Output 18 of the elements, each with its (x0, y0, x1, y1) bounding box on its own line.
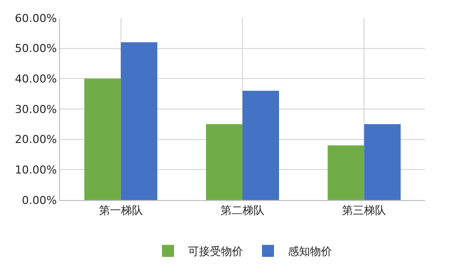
bar (364, 124, 401, 200)
y-tick-label: 0.00% (22, 194, 57, 207)
y-tick-label: 10.00% (14, 164, 57, 177)
legend-label: 感知物价 (288, 245, 332, 258)
y-tick-label: 50.00% (14, 42, 57, 56)
bar (242, 90, 279, 200)
bar (328, 145, 364, 200)
y-tick-label: 60.00% (14, 12, 57, 25)
x-tick-label: 第二梯队 (220, 204, 264, 218)
legend-label: 可接受物价 (188, 245, 243, 258)
x-tick-label: 第一梯队 (98, 204, 143, 218)
y-tick-label: 30.00% (14, 102, 57, 116)
y-tick-label: 20.00% (14, 133, 57, 146)
y-tick-label: 40.00% (14, 72, 57, 86)
bar (206, 124, 242, 200)
x-tick-label: 第三梯队 (342, 204, 386, 218)
bar (120, 42, 158, 200)
bar (84, 78, 121, 200)
